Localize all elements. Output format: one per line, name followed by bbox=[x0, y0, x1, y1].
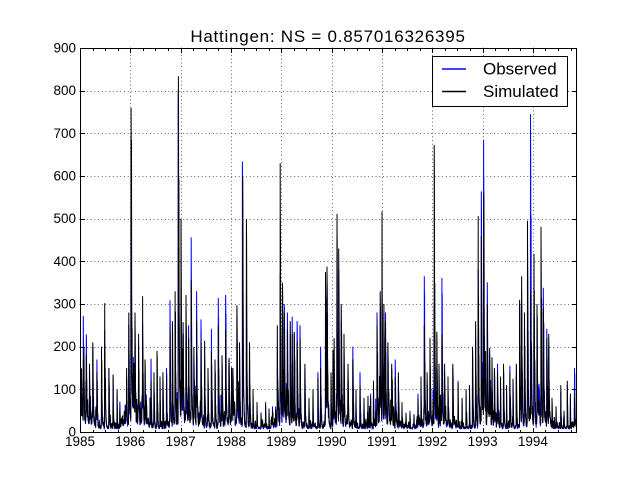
svg-text:900: 900 bbox=[53, 41, 76, 56]
svg-text:1992: 1992 bbox=[417, 434, 447, 449]
svg-text:0: 0 bbox=[68, 425, 76, 440]
svg-text:200: 200 bbox=[53, 339, 76, 354]
svg-text:500: 500 bbox=[53, 211, 76, 226]
svg-text:1993: 1993 bbox=[468, 434, 498, 449]
svg-text:Observed: Observed bbox=[483, 60, 557, 79]
svg-text:1990: 1990 bbox=[317, 434, 347, 449]
svg-text:700: 700 bbox=[53, 126, 76, 141]
svg-text:100: 100 bbox=[53, 382, 76, 397]
svg-text:1991: 1991 bbox=[367, 434, 397, 449]
svg-text:1988: 1988 bbox=[216, 434, 246, 449]
svg-text:1986: 1986 bbox=[115, 434, 145, 449]
svg-text:1987: 1987 bbox=[166, 434, 196, 449]
svg-text:400: 400 bbox=[53, 254, 76, 269]
svg-text:800: 800 bbox=[53, 83, 76, 98]
svg-text:300: 300 bbox=[53, 297, 76, 312]
svg-text:Simulated: Simulated bbox=[483, 82, 559, 101]
svg-text:1989: 1989 bbox=[266, 434, 296, 449]
svg-text:Hattingen: NS = 0.857016326395: Hattingen: NS = 0.857016326395 bbox=[190, 27, 465, 46]
svg-text:1994: 1994 bbox=[518, 434, 549, 449]
svg-text:600: 600 bbox=[53, 169, 76, 184]
svg-text:1985: 1985 bbox=[65, 434, 95, 449]
